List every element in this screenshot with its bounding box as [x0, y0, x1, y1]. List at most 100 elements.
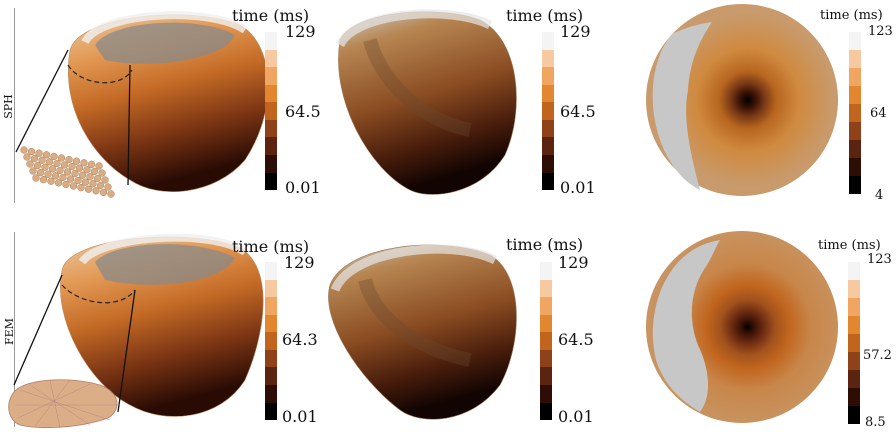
colorbar-tick-mid: 64: [870, 106, 887, 121]
colorbar-tick-max: 123: [867, 252, 892, 267]
sph-particle-cluster: [20, 146, 115, 198]
colorbar-tick-min: 0.01: [282, 407, 318, 426]
sph-particle: [78, 171, 87, 179]
sph-particle: [30, 154, 39, 163]
colorbar-title: time (ms): [506, 6, 584, 25]
colorbar: [542, 32, 554, 191]
colorbar-swatch: [849, 140, 861, 158]
colorbar-swatch: [848, 298, 860, 316]
sph-particle: [27, 147, 36, 156]
colorbar-swatch: [848, 370, 860, 388]
sph-particle: [20, 146, 28, 154]
colorbar-swatch: [849, 50, 861, 68]
sph-particle: [99, 188, 108, 197]
colorbar: [265, 32, 277, 191]
sph-particle: [45, 158, 54, 166]
sph-particle: [23, 153, 31, 161]
colorbar-swatch: [848, 334, 860, 352]
colorbar-tick-min: 0.01: [558, 407, 594, 426]
sph-particle: [32, 174, 40, 182]
colorbar-swatch: [265, 297, 277, 315]
sph-particle: [33, 161, 42, 170]
colorbar-title: time (ms): [232, 6, 310, 25]
colorbar-swatch: [540, 367, 552, 385]
colorbar-swatch: [540, 297, 552, 315]
colorbar-tick-min: 0.01: [285, 178, 321, 197]
colorbar-swatch: [542, 67, 554, 85]
sph-particle: [50, 152, 58, 161]
row-separator-sph: [14, 8, 15, 203]
colorbar-tick-mid: 64.5: [285, 102, 321, 121]
colorbar: [849, 32, 861, 194]
sph-particle: [57, 154, 66, 162]
sph-particle: [89, 180, 97, 188]
colorbar-swatch: [265, 102, 277, 120]
sph-particle: [77, 183, 85, 192]
colorbar-tick-max: 123: [868, 24, 893, 39]
sph-particle: [63, 168, 72, 176]
sph-particle: [48, 165, 57, 173]
colorbar-swatch: [849, 104, 861, 122]
colorbar-swatch: [540, 384, 552, 403]
row-separator-fem: [14, 232, 15, 427]
sph-particle: [56, 166, 64, 175]
colorbar-swatch: [542, 49, 554, 68]
colorbar-swatch: [542, 102, 554, 120]
sph-particle: [39, 175, 48, 184]
fem-mesh-lines: [15, 379, 120, 429]
colorbar-swatch: [540, 332, 552, 350]
colorbar-swatch: [265, 314, 277, 333]
sph-particle: [26, 160, 34, 168]
colorbar-swatch: [540, 349, 552, 368]
sph-heart-a-rim: [81, 11, 248, 45]
sph-particle: [93, 174, 102, 183]
sph-particle: [59, 173, 67, 182]
colorbar-tick-mid: 57.2: [863, 348, 892, 363]
fem-inset-dashed-curve: [61, 284, 136, 304]
colorbar-swatch: [542, 119, 554, 138]
colorbar-title: time (ms): [232, 237, 310, 256]
sph-heart-b-body: [338, 11, 517, 195]
sph-particle: [69, 182, 78, 190]
colorbar-swatch: [848, 316, 860, 334]
sph-particle: [83, 166, 91, 174]
sph-particle: [101, 176, 109, 184]
colorbar-swatch: [848, 406, 860, 424]
sph-particle: [98, 169, 106, 177]
sph-particle: [36, 168, 45, 177]
sph-particle: [65, 155, 73, 164]
colorbar-swatch: [848, 262, 860, 280]
sph-particle: [72, 157, 81, 165]
fem-disc-grey-region: [652, 240, 720, 412]
colorbar-swatch: [265, 384, 277, 403]
colorbar-swatch: [265, 67, 277, 85]
sph-particle: [84, 185, 93, 193]
colorbar-tick-mid: 64.5: [560, 102, 596, 121]
sph-particle: [90, 167, 99, 176]
sph-inset-line-left: [15, 49, 69, 153]
colorbar-swatch: [540, 402, 552, 421]
colorbar-swatch: [540, 314, 552, 333]
colorbar-swatch: [265, 49, 277, 68]
sph-particle: [60, 161, 69, 169]
colorbar-swatch: [542, 172, 554, 191]
colorbar-swatch: [849, 158, 861, 176]
sph-inset-line-right: [127, 64, 131, 186]
sph-particle: [42, 151, 51, 159]
sph-disc-grey-region: [652, 22, 712, 190]
fem-heart-b-rim: [330, 244, 497, 293]
colorbar-tick-min: 4: [875, 188, 884, 203]
colorbar-tick-min: 8.5: [865, 415, 886, 430]
colorbar-swatch: [849, 32, 861, 50]
colorbar-swatch: [542, 137, 554, 155]
colorbar: [540, 262, 552, 421]
colorbar-swatch: [542, 32, 554, 50]
colorbar-swatch: [265, 119, 277, 138]
colorbar-swatch: [265, 349, 277, 368]
fem-heart-a-rim: [78, 233, 248, 265]
sph-particle: [107, 190, 115, 198]
sph-heart-a-cavity: [95, 22, 235, 64]
sph-particle: [68, 162, 76, 171]
colorbar-tick-max: 129: [560, 22, 591, 41]
sph-inset-dashed-curve: [67, 64, 133, 84]
